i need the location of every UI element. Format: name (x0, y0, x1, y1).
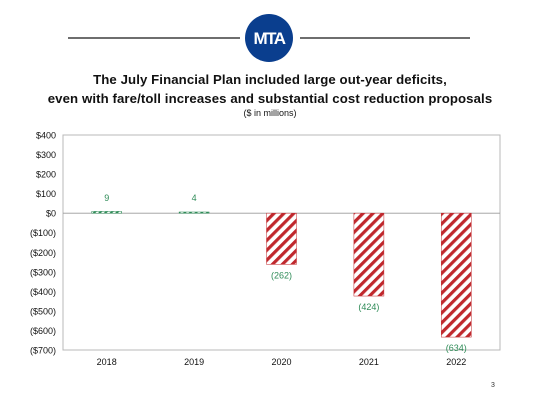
bar-2022 (441, 212, 472, 338)
plot-frame (62, 134, 501, 351)
y-tick-label: ($300) (30, 267, 56, 277)
chart-title-line-1: The July Financial Plan included large o… (93, 72, 447, 87)
logo-text: MTA (253, 29, 285, 48)
bar-2019 (178, 211, 210, 214)
x-tick-label-2020: 2020 (271, 357, 291, 367)
y-tick-label: $200 (36, 170, 56, 180)
y-tick-label: ($200) (30, 248, 56, 258)
x-tick-label-2021: 2021 (359, 357, 379, 367)
header-rule-left (68, 37, 240, 39)
x-tick-label-2018: 2018 (97, 357, 117, 367)
chart-title-line-2: even with fare/toll increases and substa… (47, 91, 493, 106)
y-tick-label: $100 (36, 189, 56, 199)
x-tick-label-2022: 2022 (446, 357, 466, 367)
y-tick-label: $0 (46, 209, 56, 219)
data-label-2022: (634) (446, 343, 467, 353)
y-tick-label: $400 (36, 131, 56, 141)
y-tick-label: ($100) (30, 228, 56, 238)
data-label-2018: 9 (104, 193, 109, 203)
y-tick-label: $300 (36, 150, 56, 160)
mta-logo: MTA (245, 14, 293, 62)
y-tick-label: ($600) (30, 326, 56, 336)
data-label-2021: (424) (358, 302, 379, 312)
bar-2020 (266, 212, 297, 265)
y-tick-label: ($500) (30, 306, 56, 316)
y-tick-label: ($700) (30, 346, 56, 356)
data-label-2019: 4 (192, 193, 197, 203)
page-number: 3 (491, 382, 495, 389)
chart-subtitle: ($ in millions) (243, 108, 297, 118)
x-tick-label-2019: 2019 (184, 357, 204, 367)
bar-2018 (91, 211, 122, 214)
header-rule-right (300, 37, 470, 39)
data-label-2020: (262) (271, 270, 292, 280)
y-tick-label: ($400) (30, 287, 56, 297)
bar-2021 (353, 212, 385, 297)
